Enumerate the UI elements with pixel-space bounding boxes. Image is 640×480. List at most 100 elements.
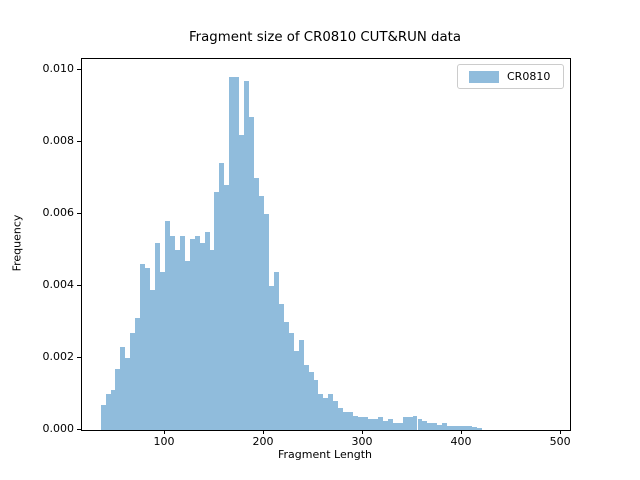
legend: CR0810 xyxy=(457,64,564,89)
x-tick-mark xyxy=(461,430,463,434)
histogram-bar xyxy=(367,419,373,430)
y-tick-label: 0.010 xyxy=(42,61,75,75)
histogram-bar xyxy=(219,163,225,430)
y-tick-label: 0.000 xyxy=(42,422,75,435)
histogram-bar xyxy=(298,339,304,430)
histogram-bar xyxy=(288,332,294,430)
x-tick-mark xyxy=(263,430,264,434)
histogram-bar xyxy=(199,242,205,430)
histogram-bar xyxy=(432,422,438,430)
histogram-bar xyxy=(140,264,146,430)
plot-area xyxy=(81,58,571,431)
histogram-bar xyxy=(273,271,279,430)
histogram-bar xyxy=(427,422,433,430)
histogram-bar xyxy=(278,303,284,430)
histogram-bar xyxy=(353,415,359,430)
y-tick-mark xyxy=(77,284,81,286)
histogram-bar xyxy=(471,427,477,430)
histogram-bar xyxy=(293,350,299,430)
histogram-bar xyxy=(234,77,240,430)
histogram-bar xyxy=(372,419,378,430)
histogram-bar xyxy=(125,357,131,430)
histogram-bar xyxy=(348,412,354,430)
histogram-bar xyxy=(214,192,220,430)
histogram-bar xyxy=(244,80,250,430)
histogram-bar xyxy=(442,422,448,430)
histogram-bar xyxy=(194,235,200,430)
x-tick-mark xyxy=(560,430,562,434)
x-tick-label: 500 xyxy=(549,435,571,448)
histogram-bar xyxy=(328,393,334,430)
histogram-bar xyxy=(100,404,106,430)
histogram-bar xyxy=(169,235,175,430)
histogram-bar xyxy=(268,285,274,430)
histogram-bar xyxy=(308,372,314,430)
histogram-bar xyxy=(343,412,349,430)
y-tick-mark xyxy=(77,356,81,358)
x-tick-mark xyxy=(362,430,364,434)
y-tick-mark xyxy=(77,68,81,70)
histogram-bar xyxy=(467,426,472,430)
histogram-bar xyxy=(462,426,467,430)
x-tick-label: 100 xyxy=(153,435,175,448)
histogram-bar xyxy=(313,379,319,430)
x-axis-label: Fragment Length xyxy=(278,448,372,461)
histogram-bar xyxy=(437,424,443,430)
legend-swatch xyxy=(469,70,499,83)
y-tick-mark xyxy=(77,140,81,142)
histogram-bar xyxy=(303,365,309,430)
histogram-bar xyxy=(174,249,180,430)
histogram-bar xyxy=(259,195,264,430)
histogram-bar xyxy=(318,393,324,430)
histogram-bar xyxy=(452,426,458,430)
histogram-bar xyxy=(402,417,408,430)
histogram-bar xyxy=(130,332,136,430)
histogram-bar xyxy=(164,221,170,430)
histogram-bar xyxy=(105,393,111,430)
histogram-bar xyxy=(382,421,388,430)
y-tick-label: 0.008 xyxy=(42,133,75,147)
histogram-bar xyxy=(457,425,463,430)
histogram-bar xyxy=(145,267,151,430)
histogram-bar xyxy=(135,318,141,430)
histogram-bar xyxy=(155,242,161,430)
histogram-bar xyxy=(447,426,453,430)
histogram-bar xyxy=(387,419,393,430)
x-tick-label: 300 xyxy=(351,435,373,448)
histogram-bar xyxy=(323,397,329,430)
y-tick-mark xyxy=(77,429,81,430)
histogram-bar xyxy=(397,422,403,430)
histogram-bar xyxy=(150,289,156,430)
histogram-bar xyxy=(412,415,418,430)
histogram-bar xyxy=(363,417,368,430)
histogram-bar xyxy=(189,239,195,430)
histogram-bar xyxy=(417,419,423,430)
histogram-bar xyxy=(179,235,185,430)
histogram-bar xyxy=(204,231,210,430)
histogram-bar xyxy=(110,390,116,430)
histogram-bar xyxy=(392,422,398,430)
histogram-bar xyxy=(229,77,235,430)
histogram-bar xyxy=(224,185,230,430)
histogram-bar xyxy=(377,417,383,430)
y-axis-label: Frequency xyxy=(10,214,24,272)
histogram-bar xyxy=(239,134,245,430)
histogram-bar xyxy=(264,213,269,430)
y-tick-label: 0.004 xyxy=(42,277,75,291)
histogram-bar xyxy=(407,417,413,430)
histogram-bar xyxy=(333,401,339,430)
histogram-bar xyxy=(358,417,364,430)
histogram-bar xyxy=(115,368,121,430)
x-tick-label: 400 xyxy=(450,435,472,448)
chart-title: Fragment size of CR0810 CUT&RUN data xyxy=(189,30,461,45)
y-tick-mark xyxy=(77,212,81,214)
histogram-bar xyxy=(120,347,126,430)
y-tick-label: 0.006 xyxy=(42,205,75,219)
legend-label: CR0810 xyxy=(507,70,551,83)
histogram-bar xyxy=(160,271,165,430)
x-tick-label: 200 xyxy=(252,435,274,448)
histogram-bar xyxy=(249,116,255,430)
histogram-bar xyxy=(422,421,428,430)
histogram-bar xyxy=(184,260,190,430)
